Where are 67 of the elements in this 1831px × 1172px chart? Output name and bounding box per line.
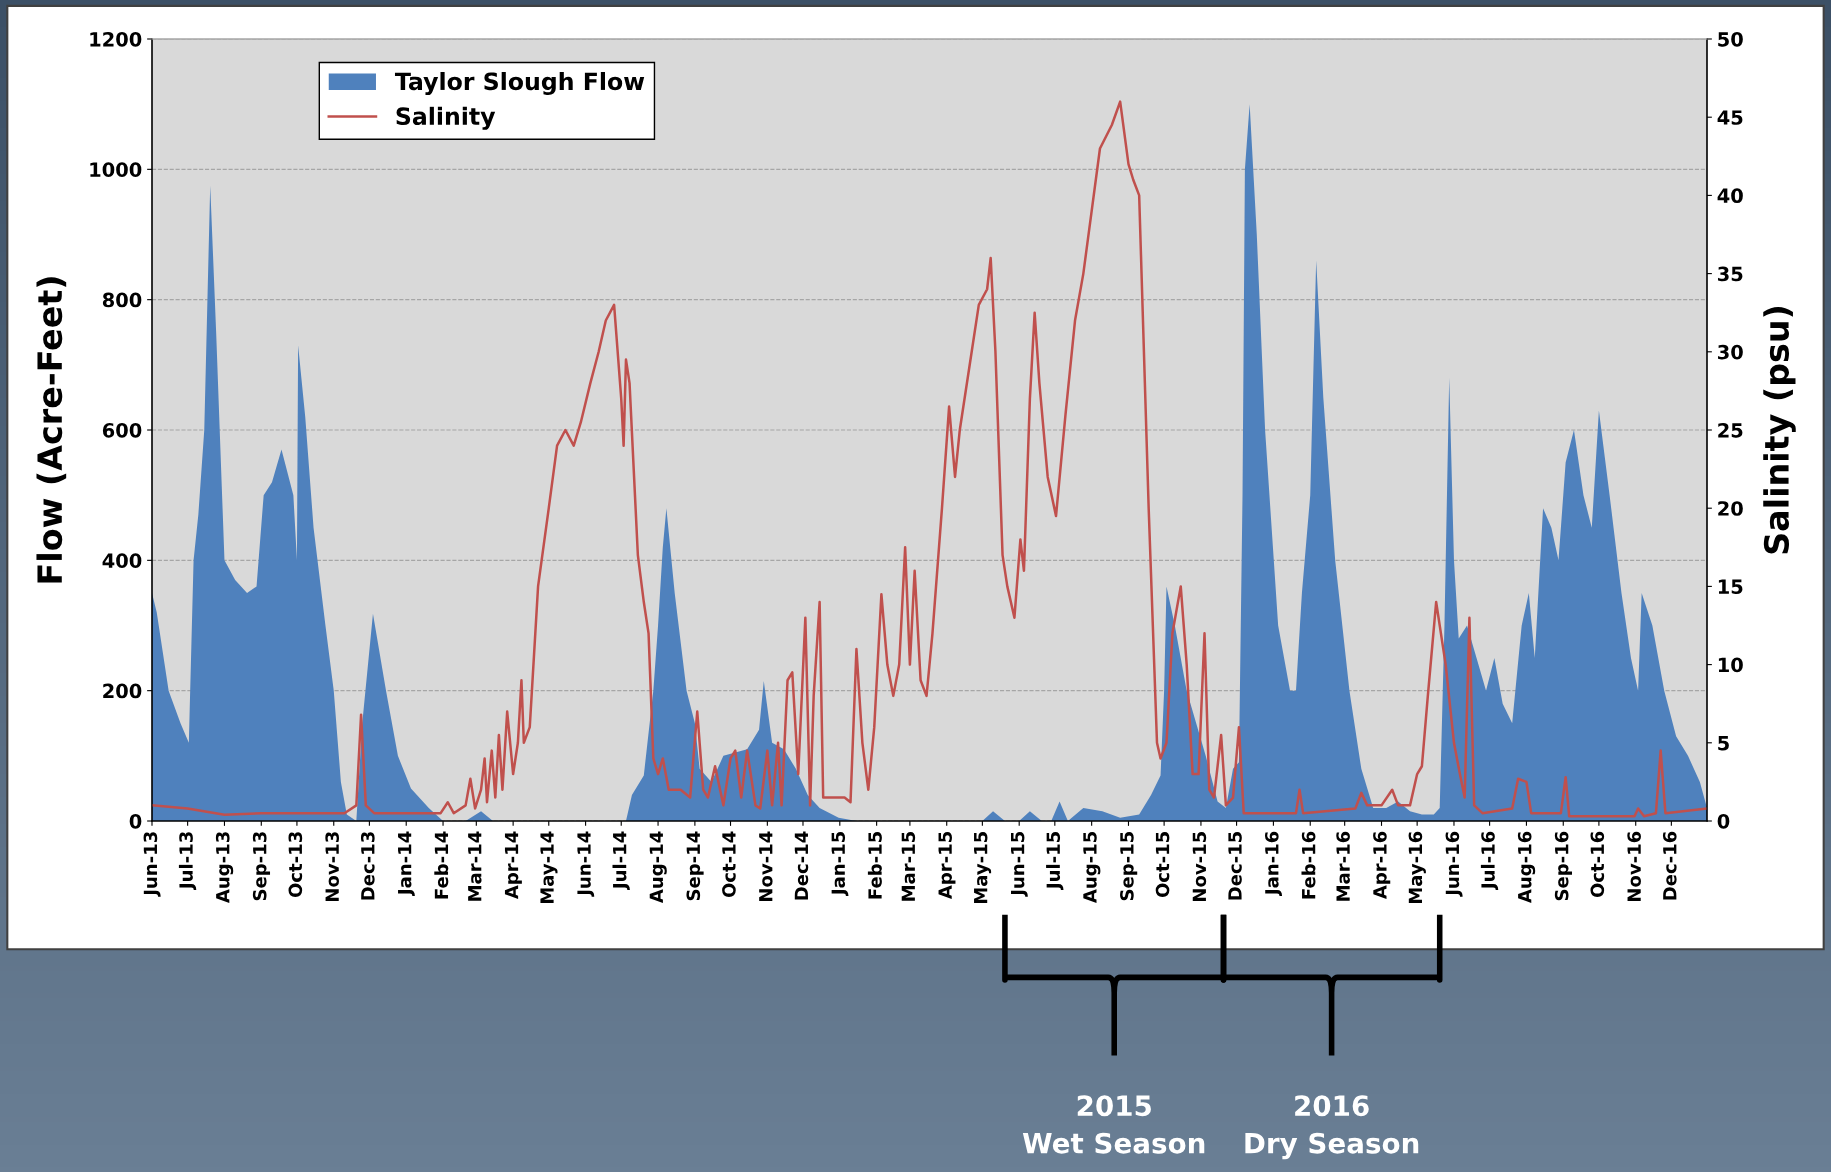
x-tick-label: Jun-15 (1011, 831, 1028, 897)
x-tick-label: Oct-14 (722, 831, 736, 898)
x-tick-label: Dec-13 (360, 832, 375, 900)
x-tick-label: Aug-15 (1083, 831, 1101, 903)
x-tick-label: Aug-14 (649, 831, 667, 903)
legend-label: Salinity (396, 106, 496, 130)
x-tick-label: Sep-13 (252, 832, 271, 901)
x-tick-label: Apr-16 (1373, 831, 1391, 900)
y2-tick-label: 35 (1718, 266, 1743, 282)
x-tick-label: Jul-16 (1480, 831, 1499, 891)
y2-tick-label: 40 (1717, 188, 1743, 204)
x-tick-label: May-14 (540, 831, 558, 904)
y-axis-title: Flow (Acre-Feet) (36, 277, 67, 583)
x-tick-label: Mar-15 (901, 831, 916, 901)
y-tick-label: 800 (102, 292, 142, 308)
x-tick-label: Mar-14 (468, 831, 482, 901)
x-tick-label: Dec-14 (794, 831, 809, 900)
x-tick-label: Mar-16 (1336, 831, 1350, 901)
x-tick-label: Jan-16 (1265, 831, 1282, 897)
x-tick-label: Jul-14 (612, 831, 630, 891)
y2-tick-label: 45 (1717, 110, 1743, 125)
x-tick-label: Nov-16 (1627, 831, 1641, 901)
y2-tick-label: 20 (1718, 501, 1743, 516)
x-tick-label: Sep-16 (1554, 831, 1572, 901)
y-tick-label: 1200 (90, 31, 142, 47)
x-tick-label: Feb-15 (867, 831, 882, 899)
y2-tick-label: 30 (1718, 344, 1743, 360)
x-tick-label: Sep-15 (1120, 831, 1138, 901)
text: 2016 Dry Season (1245, 1095, 1419, 1160)
y2-tick-label: 5 (1718, 736, 1729, 751)
x-tick-label: Dec-15 (1228, 831, 1242, 900)
x-tick-label: Jun-16 (1445, 831, 1463, 897)
x-tick-label: May-16 (1408, 831, 1426, 904)
x-tick-label: Jan-15 (831, 831, 849, 897)
y-tick-label: 200 (103, 683, 142, 699)
x-tick-label: Apr-15 (938, 831, 956, 900)
y2-axis-title: Salinity (psu) (1763, 307, 1796, 554)
x-tick-label: Jun-14 (577, 831, 595, 897)
x-tick-label: Jul-13 (178, 832, 197, 891)
y2-tick-label: 50 (1718, 31, 1743, 47)
x-tick-label: Jan-14 (398, 831, 415, 897)
y2-tick-label: 0 (1717, 813, 1730, 829)
y-tick-label: 0 (129, 813, 142, 829)
x-tick-label: Dec-16 (1662, 831, 1677, 900)
x-tick-label: Aug-16 (1517, 831, 1536, 903)
y-tick-label: 600 (102, 422, 142, 438)
x-tick-label: Oct-15 (1155, 831, 1170, 898)
x-tick-label: Sep-14 (686, 831, 704, 901)
x-tick-label: Nov-14 (759, 831, 773, 901)
y2-tick-label: 10 (1718, 657, 1743, 673)
x-tick-label: May-15 (974, 831, 992, 904)
x-tick-label: Oct-13 (288, 832, 303, 898)
y2-tick-label: 15 (1718, 579, 1743, 595)
x-tick-label: Feb-16 (1301, 831, 1316, 899)
y-tick-label: 400 (102, 553, 142, 568)
x-tick-label: Feb-14 (434, 831, 449, 899)
x-tick-label: Jul-15 (1046, 831, 1064, 891)
x-tick-label: Nov-13 (325, 832, 339, 901)
x-tick-label: Oct-16 (1590, 831, 1605, 898)
x-tick-label: Jun-13 (143, 832, 161, 897)
x-tick-label: Nov-15 (1192, 831, 1207, 901)
text: 2015 Wet Season (1022, 1095, 1205, 1154)
legend-label: Taylor Slough Flow (394, 71, 645, 96)
x-tick-label: Aug-13 (215, 832, 234, 903)
y-tick-label: 1000 (90, 162, 142, 177)
x-tick-label: Apr-14 (504, 831, 522, 900)
y2-tick-label: 25 (1718, 422, 1743, 438)
